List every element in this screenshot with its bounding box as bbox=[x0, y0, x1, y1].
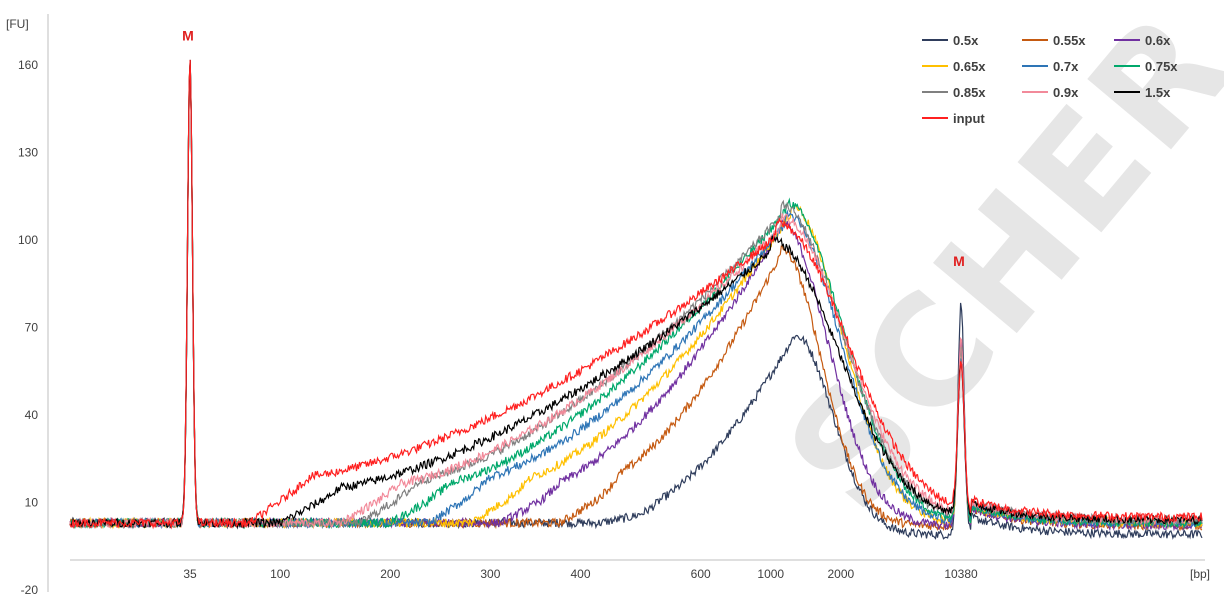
legend-item: 0.55x bbox=[1022, 33, 1086, 48]
series-line bbox=[69, 59, 1203, 530]
x-tick-label: 10380 bbox=[944, 567, 978, 581]
legend-label: 0.75x bbox=[1145, 59, 1178, 74]
legend-item: 0.9x bbox=[1022, 85, 1079, 100]
legend-label: 0.5x bbox=[953, 33, 979, 48]
y-tick-label: 130 bbox=[18, 146, 38, 160]
y-tick-label: 160 bbox=[18, 58, 38, 72]
y-tick-label: -20 bbox=[21, 583, 39, 597]
legend-label: 0.9x bbox=[1053, 85, 1079, 100]
y-tick-label: 40 bbox=[25, 408, 39, 422]
legend-label: 0.65x bbox=[953, 59, 986, 74]
legend-label: 0.85x bbox=[953, 85, 986, 100]
x-tick-label: 400 bbox=[570, 567, 590, 581]
y-tick-labels: -20 10 40 70 100 130 160 bbox=[18, 58, 38, 597]
legend-label: 0.7x bbox=[1053, 59, 1079, 74]
marker-label: M bbox=[182, 27, 194, 43]
legend-item: 0.65x bbox=[922, 59, 986, 74]
x-unit-label: [bp] bbox=[1190, 567, 1210, 581]
x-tick-label: 2000 bbox=[827, 567, 854, 581]
x-tick-label: 100 bbox=[270, 567, 290, 581]
x-tick-labels: 35 100 200 300 400 600 1000 2000 10380 bbox=[183, 567, 978, 581]
legend-item: 0.85x bbox=[922, 85, 986, 100]
legend-item: 0.6x bbox=[1114, 33, 1171, 48]
x-tick-label: 1000 bbox=[757, 567, 784, 581]
legend-item: 0.75x bbox=[1114, 59, 1178, 74]
legend-item: input bbox=[922, 111, 985, 126]
legend-label: 0.6x bbox=[1145, 33, 1171, 48]
y-tick-label: 70 bbox=[25, 321, 39, 335]
marker-labels: MM bbox=[182, 27, 965, 269]
legend-label: input bbox=[953, 111, 985, 126]
legend-label: 1.5x bbox=[1145, 85, 1171, 100]
series-lines bbox=[69, 59, 1203, 540]
x-tick-label: 35 bbox=[183, 567, 197, 581]
x-tick-label: 300 bbox=[480, 567, 500, 581]
axes: [FU] [bp] bbox=[6, 14, 1210, 592]
y-tick-label: 100 bbox=[18, 233, 38, 247]
x-tick-label: 600 bbox=[691, 567, 711, 581]
y-tick-label: 10 bbox=[25, 496, 39, 510]
legend-item: 0.7x bbox=[1022, 59, 1079, 74]
x-tick-label: 200 bbox=[380, 567, 400, 581]
legend: 0.5x 0.55x 0.6x 0.65x 0.7x 0.75x 0.85x 0.9x 1.5x… bbox=[922, 33, 1178, 126]
legend-label: 0.55x bbox=[1053, 33, 1086, 48]
series-line bbox=[69, 59, 1203, 530]
legend-item: 1.5x bbox=[1114, 85, 1171, 100]
marker-label: M bbox=[953, 253, 965, 269]
legend-item: 0.5x bbox=[922, 33, 979, 48]
y-unit-label: [FU] bbox=[6, 17, 29, 31]
